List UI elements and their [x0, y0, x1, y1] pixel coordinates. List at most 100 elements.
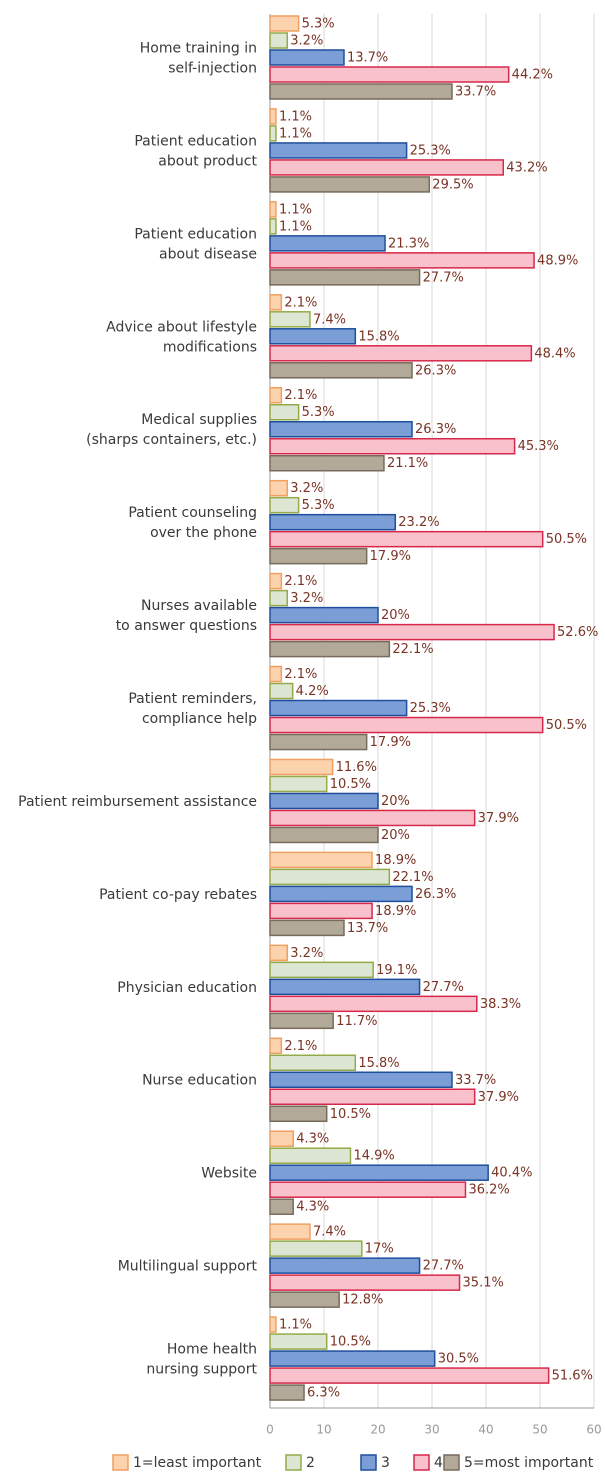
- value-label: 15.8%: [358, 1056, 399, 1071]
- value-label: 38.3%: [480, 997, 521, 1012]
- bar: [269, 640, 391, 658]
- bar: [269, 978, 421, 996]
- bar: [269, 868, 391, 886]
- value-label: 27.7%: [423, 1259, 464, 1274]
- category-label: Home training in self-injection: [140, 40, 257, 76]
- bar: [269, 66, 510, 83]
- value-label: 26.3%: [415, 363, 456, 378]
- bar: [269, 454, 385, 472]
- legend-swatch: [360, 1454, 377, 1471]
- value-label: 6.3%: [307, 1386, 340, 1401]
- value-label: 3.2%: [290, 481, 323, 496]
- bar: [269, 496, 300, 514]
- bar: [269, 995, 478, 1013]
- bar: [269, 362, 413, 379]
- bar: [269, 1105, 328, 1123]
- bar: [269, 294, 283, 311]
- bar: [269, 699, 408, 717]
- bar: [269, 1012, 334, 1030]
- value-label: 2.1%: [284, 574, 317, 589]
- bar: [269, 1164, 489, 1181]
- value-label: 27.7%: [423, 270, 464, 285]
- bar: [269, 775, 328, 793]
- bar: [269, 1291, 340, 1308]
- value-label: 4.3%: [296, 1132, 329, 1147]
- value-label: 45.3%: [518, 439, 559, 454]
- bar: [269, 49, 345, 66]
- bar: [269, 108, 277, 125]
- bar: [269, 386, 283, 404]
- value-label: 11.6%: [336, 760, 377, 775]
- category-label: Patient co-pay rebates: [99, 887, 257, 903]
- bar: [269, 159, 505, 176]
- bar: [269, 682, 294, 700]
- value-label: 2.1%: [284, 295, 317, 310]
- value-label: 7.4%: [313, 1225, 346, 1240]
- category-label: Advice about lifestyle modifications: [106, 319, 257, 355]
- x-tick-label: 40: [478, 1423, 493, 1437]
- value-label: 5.3%: [302, 498, 335, 513]
- value-label: 2.1%: [284, 388, 317, 403]
- legend-label: 4: [434, 1455, 443, 1471]
- value-label: 18.9%: [375, 904, 416, 919]
- x-tick-label: 0: [266, 1423, 274, 1437]
- value-label: 26.3%: [415, 887, 456, 902]
- bar: [269, 420, 413, 438]
- value-label: 14.9%: [353, 1149, 394, 1164]
- bar: [269, 1037, 283, 1055]
- value-label: 26.3%: [415, 422, 456, 437]
- value-label: 1.1%: [279, 126, 312, 141]
- value-label: 44.2%: [512, 68, 553, 83]
- category-label: Multilingual support: [118, 1259, 258, 1275]
- bar: [269, 1147, 352, 1164]
- value-label: 25.3%: [410, 143, 451, 158]
- bar: [269, 403, 300, 421]
- bar: [269, 1198, 294, 1215]
- category-label: Patient reminders, compliance help: [128, 691, 257, 727]
- bar: [269, 311, 311, 328]
- value-label: 48.9%: [537, 253, 578, 268]
- bar: [269, 437, 516, 455]
- value-label: 50.5%: [546, 532, 587, 547]
- bar: [269, 1367, 550, 1384]
- bar: [269, 1333, 328, 1350]
- category-label: Medical supplies (sharps containers, etc.…: [86, 412, 257, 448]
- legend-swatch: [413, 1454, 430, 1471]
- x-tick-label: 10: [316, 1423, 331, 1437]
- value-label: 21.3%: [388, 236, 429, 251]
- bar: [269, 826, 379, 844]
- bar: [269, 589, 289, 607]
- value-label: 4.3%: [296, 1200, 329, 1215]
- bar: [269, 252, 535, 269]
- value-label: 20%: [381, 794, 410, 809]
- category-label: Nurse education: [142, 1073, 257, 1089]
- bar: [269, 218, 277, 235]
- value-label: 50.5%: [546, 718, 587, 733]
- value-label: 48.4%: [534, 346, 575, 361]
- bar: [269, 15, 300, 32]
- bar: [269, 961, 374, 979]
- value-label: 10.5%: [330, 1107, 371, 1122]
- value-label: 52.6%: [557, 625, 598, 640]
- bar: [269, 125, 277, 142]
- legend-label: 1=least important: [133, 1455, 262, 1471]
- bar: [269, 809, 476, 827]
- value-label: 21.1%: [387, 456, 428, 471]
- x-tick-label: 30: [424, 1423, 439, 1437]
- bar: [269, 1071, 453, 1089]
- bar: [269, 733, 368, 751]
- bar: [269, 142, 408, 159]
- bar: [269, 1350, 436, 1367]
- value-label: 40.4%: [491, 1166, 532, 1181]
- bar: [269, 902, 373, 920]
- value-label: 43.2%: [506, 160, 547, 175]
- value-label: 51.6%: [552, 1369, 593, 1384]
- bar: [269, 1257, 421, 1274]
- value-label: 3.2%: [290, 946, 323, 961]
- bar: [269, 1088, 476, 1106]
- bar: [269, 572, 283, 590]
- value-label: 27.7%: [423, 980, 464, 995]
- bar: [269, 606, 379, 624]
- value-label: 25.3%: [410, 701, 451, 716]
